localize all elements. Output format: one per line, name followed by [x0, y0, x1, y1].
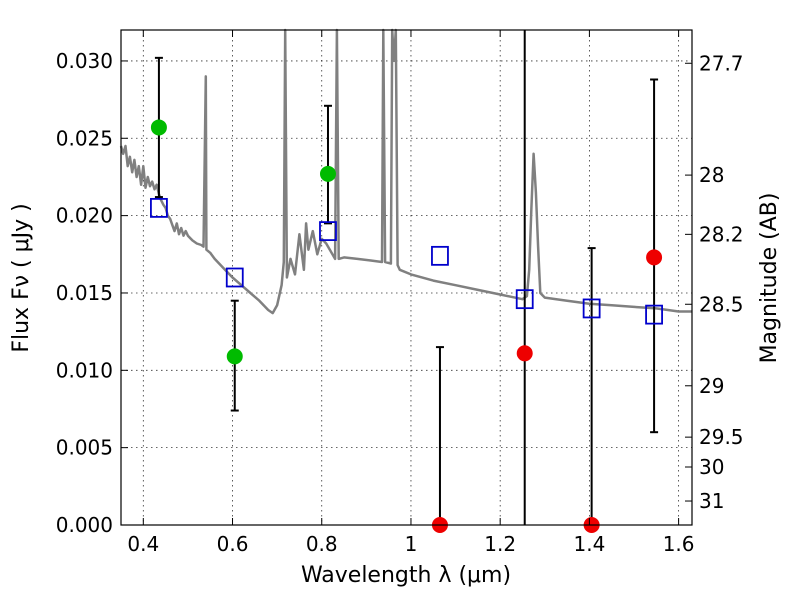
y-tick-label: 0.000	[56, 513, 113, 537]
y-tick-label: 0.030	[56, 49, 113, 73]
model-flux-square	[645, 304, 663, 325]
right-tick-label: 27.7	[699, 51, 744, 75]
y-tick-label: 0.015	[56, 281, 113, 305]
green-detection-point	[319, 165, 336, 182]
red-detection-point	[516, 345, 533, 362]
x-tick-label: 0.4	[127, 532, 159, 556]
spectrum-line	[119, 28, 692, 315]
right-tick-label: 30	[699, 455, 724, 479]
green-detection-point	[150, 119, 167, 136]
right-axis-label: Magnitude (AB)	[757, 193, 782, 364]
x-tick-label: 1.2	[484, 532, 516, 556]
right-tick-label: 28.2	[699, 222, 744, 246]
x-tick-label: 1.4	[573, 532, 605, 556]
right-tick-label: 29	[699, 374, 724, 398]
model-flux-square	[515, 289, 534, 310]
error-bars	[154, 30, 659, 525]
x-tick-label: 0.8	[306, 532, 338, 556]
red-detection-point	[646, 249, 663, 266]
right-tick-label: 31	[699, 489, 724, 513]
model-flux-square	[225, 267, 244, 288]
model-flux-square	[582, 298, 601, 319]
x-tick-label: 0.6	[217, 532, 249, 556]
model-spectrum	[119, 28, 692, 315]
x-tick-label: 1.6	[663, 532, 695, 556]
y-tick-label: 0.010	[56, 358, 113, 382]
right-tick-label: 28	[699, 163, 724, 187]
y-axis-label: Flux Fν ( μJy )	[9, 203, 34, 352]
grid	[121, 30, 692, 526]
model-flux-square	[150, 197, 168, 218]
model-flux-square	[319, 221, 337, 241]
plot-frame	[120, 29, 693, 526]
y-tick-label: 0.025	[56, 126, 113, 150]
data-markers	[150, 119, 663, 533]
x-axis-label: Wavelength λ (μm)	[301, 563, 511, 588]
x-tick-label: 1	[405, 532, 418, 556]
model-flux-square	[431, 245, 449, 266]
right-tick-label: 28.5	[699, 292, 744, 316]
right-tick-label: 29.5	[699, 425, 744, 449]
ticks: 0.4 0.6 0.8 1 1.2 1.4 1.6 0.000 0.005 0.010 0.015 0…	[56, 30, 744, 556]
y-tick-label: 0.020	[56, 204, 113, 228]
green-detection-point	[226, 348, 243, 365]
y-tick-label: 0.005	[56, 436, 113, 460]
